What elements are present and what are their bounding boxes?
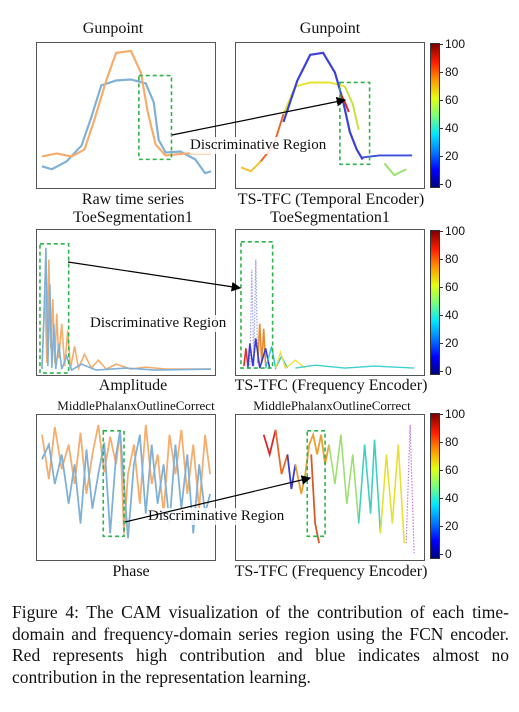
row3-cb-tick-80: 80 bbox=[439, 435, 459, 449]
row2-right-plot bbox=[235, 229, 425, 376]
row2-right-xlabel: TS-TFC (Frequency Encoder) bbox=[234, 377, 428, 394]
gunpoint-raw-series-orange bbox=[41, 49, 212, 158]
row3-left-plot bbox=[36, 414, 216, 561]
row1-cb-tick-40: 40 bbox=[439, 121, 459, 135]
row2-right-title: ToeSegmentation1 bbox=[270, 209, 390, 226]
row1-right-title: Gunpoint bbox=[299, 20, 361, 37]
row1-right-plot bbox=[235, 42, 425, 189]
row2-cb-tick-80: 80 bbox=[439, 252, 459, 266]
row3-right-plot bbox=[235, 414, 425, 561]
row3-left-title: MiddlePhalanxOutlineCorrect bbox=[57, 398, 215, 413]
row1-left-xlabel: Raw time series bbox=[81, 191, 185, 208]
row2-cb-tick-60: 60 bbox=[439, 280, 459, 294]
row1-region-label: Discriminative Region bbox=[190, 137, 327, 154]
row1-left-plot bbox=[36, 42, 216, 189]
row1-cb-tick-0: 0 bbox=[440, 177, 452, 191]
row1-right-region-box bbox=[339, 81, 371, 166]
row3-colorbar bbox=[430, 413, 440, 559]
row2-left-plot bbox=[36, 229, 216, 376]
row3-cb-tick-0: 0 bbox=[440, 547, 452, 561]
row3-cb-tick-40: 40 bbox=[439, 491, 459, 505]
row3-cb-tick-20: 20 bbox=[439, 519, 459, 533]
row2-cb-tick-40: 40 bbox=[439, 308, 459, 322]
row1-cb-tick-100: 100 bbox=[439, 37, 466, 51]
row3-right-xlabel: TS-TFC (Frequency Encoder) bbox=[234, 563, 428, 580]
row2-colorbar bbox=[430, 230, 440, 375]
row2-left-region-box bbox=[39, 243, 70, 374]
row1-cb-tick-60: 60 bbox=[439, 93, 459, 107]
row2-cb-tick-20: 20 bbox=[439, 336, 459, 350]
figure-caption: Figure 4: The CAM visualization of the c… bbox=[12, 602, 509, 687]
row3-left-xlabel: Phase bbox=[112, 563, 150, 580]
row2-region-label: Discriminative Region bbox=[90, 315, 227, 332]
row3-cb-tick-60: 60 bbox=[439, 463, 459, 477]
row1-left-region-box bbox=[138, 74, 173, 161]
row1-right-xlabel: TS-TFC (Temporal Encoder) bbox=[237, 191, 425, 208]
toe-amplitude-series-blue bbox=[41, 247, 212, 372]
row2-cb-tick-0: 0 bbox=[440, 364, 452, 378]
row2-cb-tick-100: 100 bbox=[439, 224, 466, 238]
row3-right-title: MiddlePhalanxOutlineCorrect bbox=[253, 398, 411, 413]
row3-left-region-box bbox=[102, 429, 125, 538]
gunpoint-raw-series-blue bbox=[41, 78, 212, 175]
row1-cb-tick-80: 80 bbox=[439, 65, 459, 79]
row2-left-xlabel: Amplitude bbox=[98, 377, 168, 394]
row2-left-title: ToeSegmentation1 bbox=[73, 209, 193, 226]
row1-left-title: Gunpoint bbox=[82, 20, 144, 37]
row3-region-label: Discriminative Region bbox=[148, 508, 285, 525]
row3-cb-tick-100: 100 bbox=[439, 407, 466, 421]
row1-cb-tick-20: 20 bbox=[439, 149, 459, 163]
row1-colorbar bbox=[430, 43, 440, 188]
